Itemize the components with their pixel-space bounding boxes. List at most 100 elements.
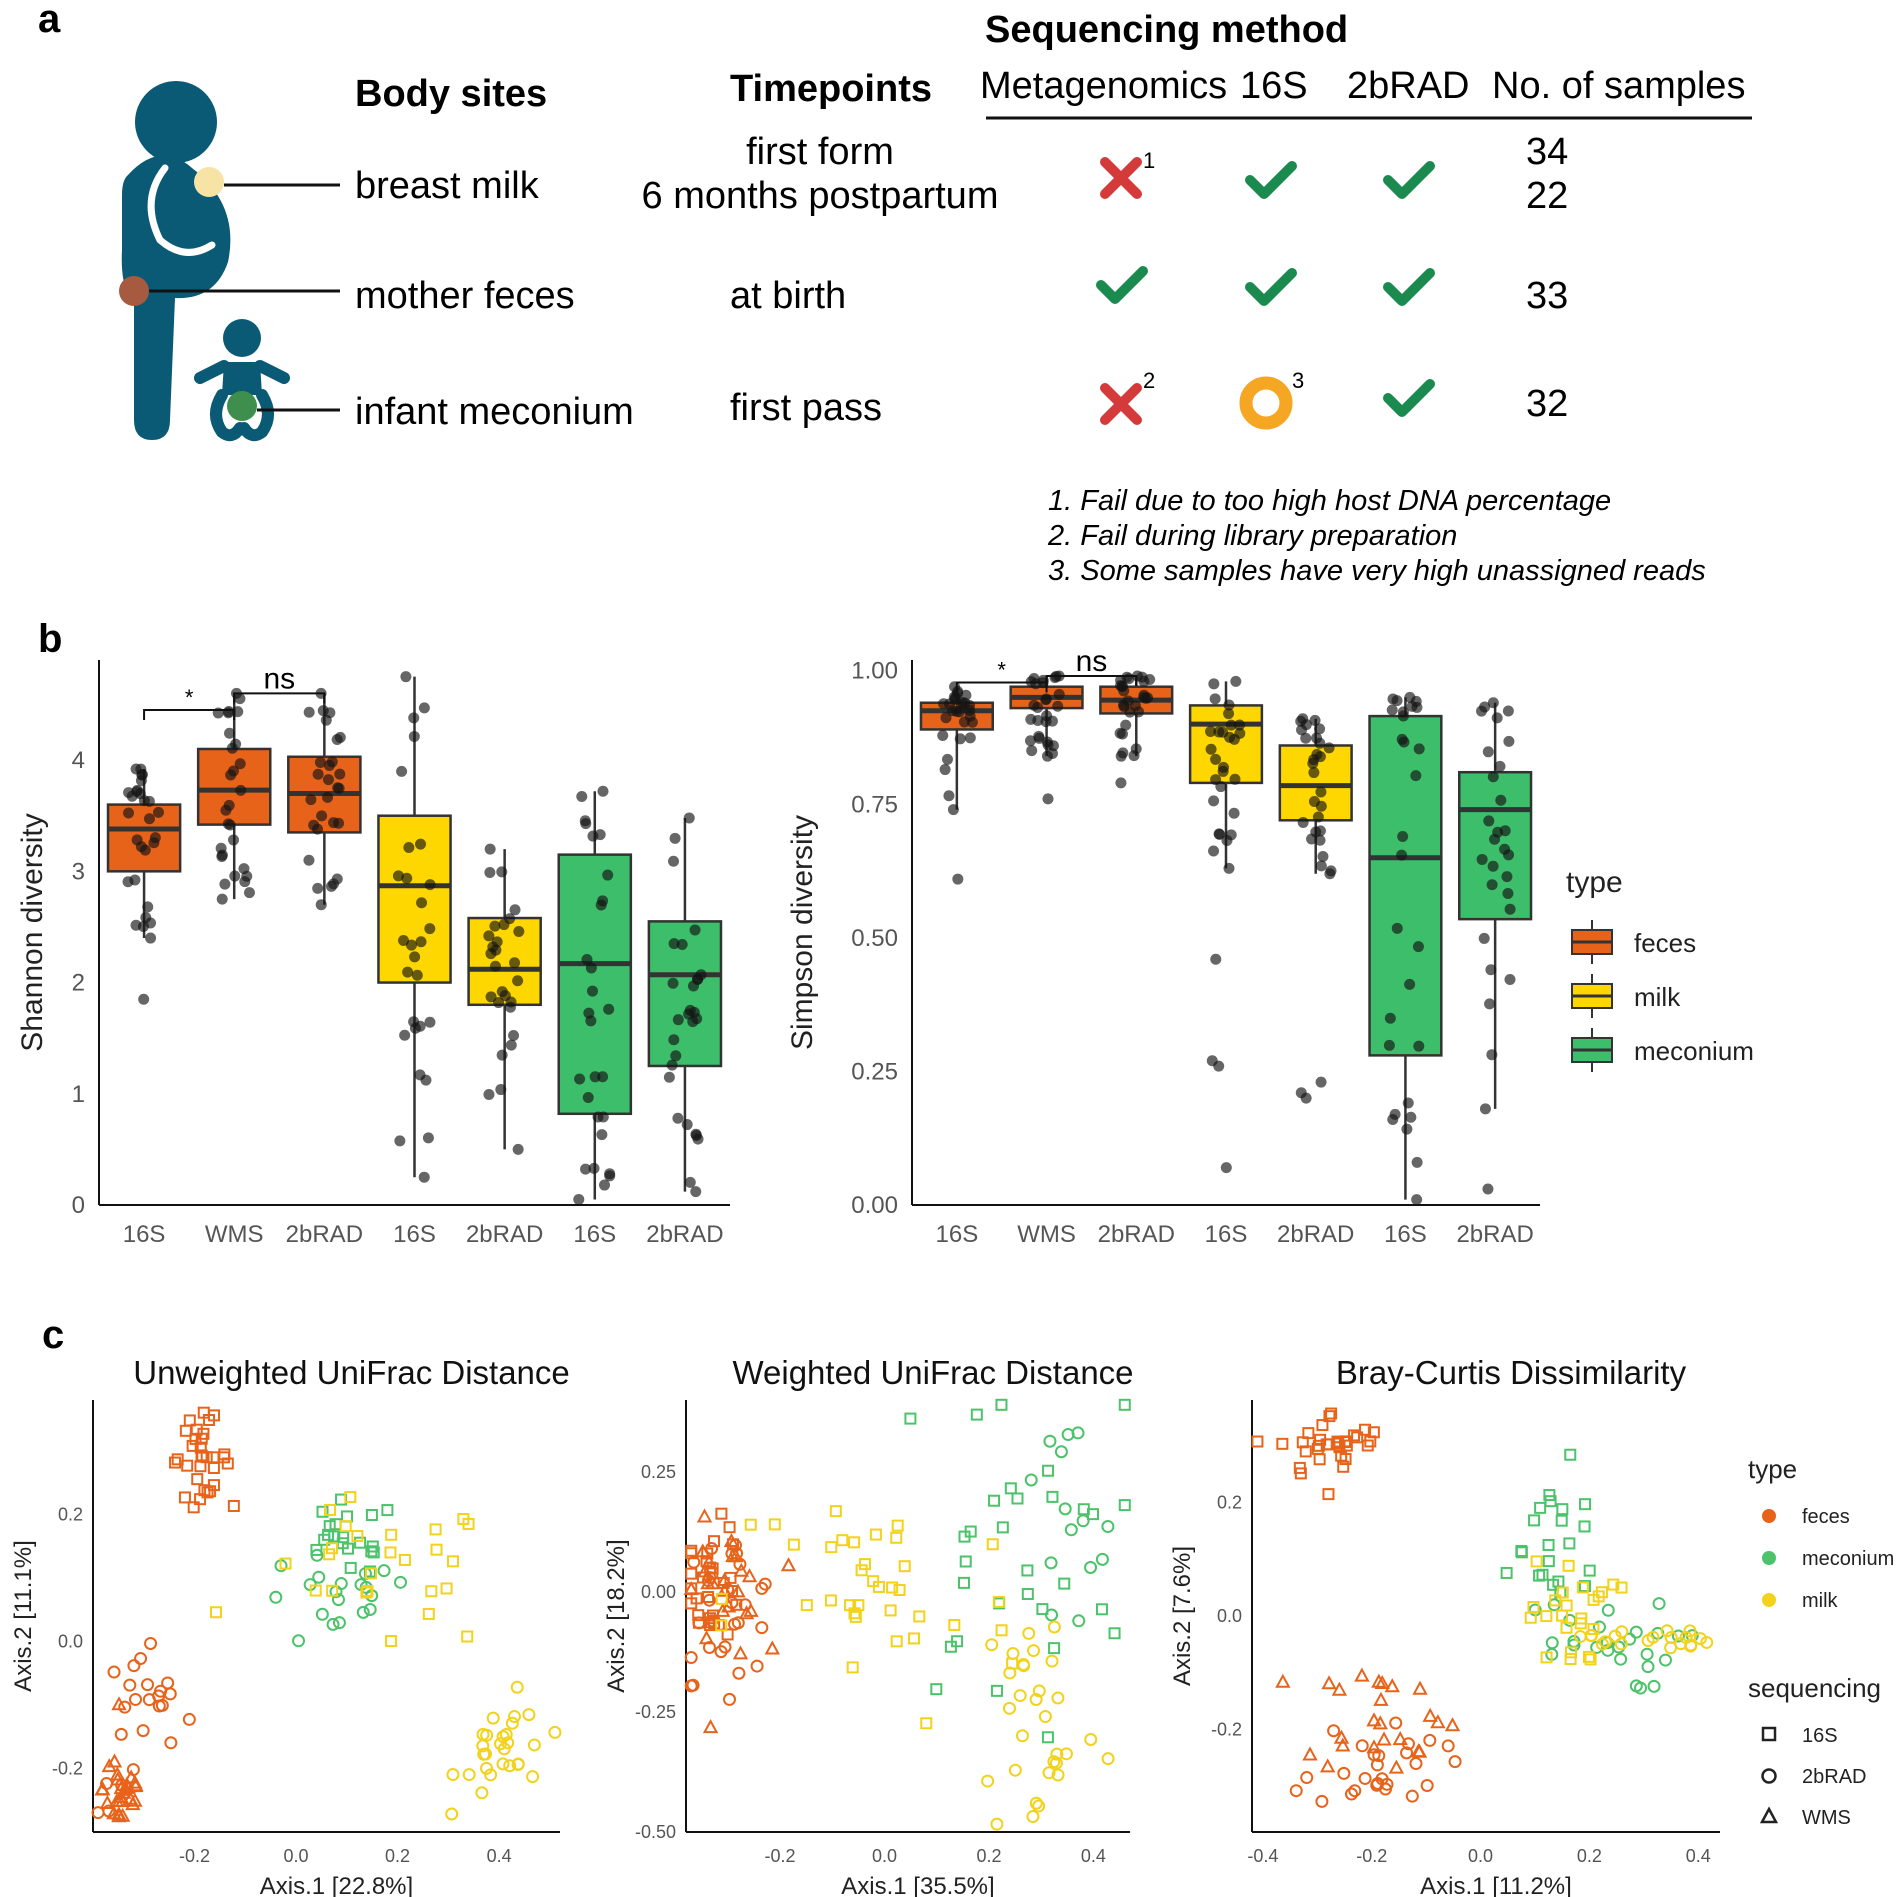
box-body [196, 747, 272, 826]
scatter-point-square [191, 1473, 204, 1486]
sample-point [418, 702, 430, 714]
scatter-point-square [715, 1592, 728, 1605]
scatter-point-square [429, 1523, 442, 1536]
scatter-point-circle [1044, 1556, 1058, 1570]
sample-point [604, 1170, 616, 1182]
legend-c: type feces meconium milk sequencing 16S … [1748, 1454, 1894, 1829]
scatter-point-triangle [743, 1602, 759, 1617]
scatter-point-triangle [1366, 1739, 1382, 1754]
scatter-point-circle [1441, 1739, 1455, 1753]
scatter-point-square [893, 1583, 906, 1596]
scatter-point-square [1534, 1501, 1547, 1514]
scatter-point-square [1294, 1467, 1307, 1480]
sample-point [684, 1176, 696, 1188]
sample-point [597, 785, 609, 797]
infant-icon [194, 319, 290, 442]
scatter-point-square [1583, 1564, 1596, 1577]
scatter-point-circle [1448, 1755, 1462, 1769]
legend-c-circle-marker [1761, 1768, 1777, 1784]
sample-point [672, 1014, 684, 1026]
sample-point [581, 954, 593, 966]
scatter-point-triangle [114, 1807, 131, 1822]
scatter-point-square [1335, 1449, 1348, 1462]
sample-point [396, 765, 408, 777]
y-tick-label: 0.25 [851, 1058, 898, 1085]
scatter-point-triangle [738, 1605, 755, 1620]
scatter-point-square [1299, 1445, 1312, 1458]
footnote-2: 2. Fail during library preparation [1047, 520, 1457, 552]
scatter-point-circle [692, 1616, 706, 1630]
scatter-point-triangle [1374, 1674, 1390, 1690]
scatter-point-square [1587, 1622, 1600, 1635]
sample-point [1220, 1162, 1232, 1174]
legend-c-dot-milk [1762, 1593, 1776, 1607]
scatter-point-circle [1409, 1757, 1423, 1771]
scatter-point-triangle [1335, 1737, 1351, 1752]
scatter-point-circle [1045, 1654, 1059, 1668]
scatter-point-circle [1658, 1653, 1672, 1667]
scatter-point-square [908, 1632, 921, 1645]
scatter-point-triangle [1422, 1707, 1438, 1722]
sample-point [1323, 742, 1335, 754]
sample-point [322, 791, 334, 803]
sample-point [669, 832, 681, 844]
sample-point [1115, 777, 1127, 789]
sample-point [1491, 712, 1503, 724]
sample-point [1386, 704, 1398, 716]
scatter-point-square [341, 1510, 354, 1523]
sample-point [1213, 726, 1225, 738]
check-icon [1245, 161, 1297, 199]
sequencing-method-header: Sequencing method [985, 9, 1348, 51]
scatter-point-circle [1002, 1701, 1016, 1715]
scatter-point-circle [1042, 1766, 1056, 1780]
sample-point [1296, 724, 1308, 736]
scatter-point-circle [1027, 1644, 1041, 1658]
scatter-point-circle [1614, 1652, 1628, 1666]
scatter-point-circle [499, 1727, 513, 1741]
sample-point [1130, 743, 1142, 755]
cross-icon [1100, 383, 1142, 425]
scatter-point-square [886, 1581, 899, 1594]
scatter-point-circle [1008, 1763, 1022, 1777]
scatter-point-triangle [1392, 1730, 1408, 1746]
sample-point [398, 934, 410, 946]
scatter-point-square [1036, 1603, 1049, 1616]
sample-point [597, 895, 609, 907]
sample-point [681, 1119, 693, 1131]
sample-point [695, 969, 707, 981]
scatter-point-circle [394, 1575, 408, 1589]
sample-point [943, 790, 955, 802]
sample-point [667, 977, 679, 989]
sample-point [129, 874, 141, 886]
scatter-point-square [326, 1584, 339, 1597]
scatter-point-triangle [733, 1562, 749, 1577]
sample-point [1411, 1194, 1423, 1206]
legend-c-wms: WMS [1802, 1807, 1851, 1829]
scatter-point-square [1563, 1537, 1576, 1550]
scatter-point-triangle [111, 1696, 127, 1711]
scatter-point-square [913, 1610, 926, 1623]
scatter-point-circle [1101, 1520, 1115, 1534]
scatter-point-circle [686, 1678, 700, 1692]
sample-point [690, 1129, 702, 1141]
col-no-of-samples: No. of samples [1492, 65, 1745, 107]
sample-point [1314, 723, 1326, 735]
scatter-point-square [904, 1412, 917, 1425]
scatter-point-circle [356, 1605, 370, 1619]
scatter-point-circle [1084, 1733, 1098, 1747]
scatter-point-circle [722, 1692, 736, 1706]
scatter-point-circle [731, 1616, 745, 1630]
y-tick-label: -0.25 [635, 1702, 676, 1722]
scatter-point-square [824, 1594, 837, 1607]
sample-point [235, 784, 247, 796]
sample-point [1208, 845, 1220, 857]
panel-label-a: a [38, 0, 61, 41]
scatter-point-triangle [1376, 1731, 1392, 1746]
scatter-point-square [829, 1505, 842, 1518]
samples-33: 33 [1526, 275, 1568, 317]
sample-point [1310, 732, 1322, 744]
sample-point [596, 1129, 608, 1141]
sample-point [424, 1016, 436, 1028]
sample-point [1308, 767, 1320, 779]
